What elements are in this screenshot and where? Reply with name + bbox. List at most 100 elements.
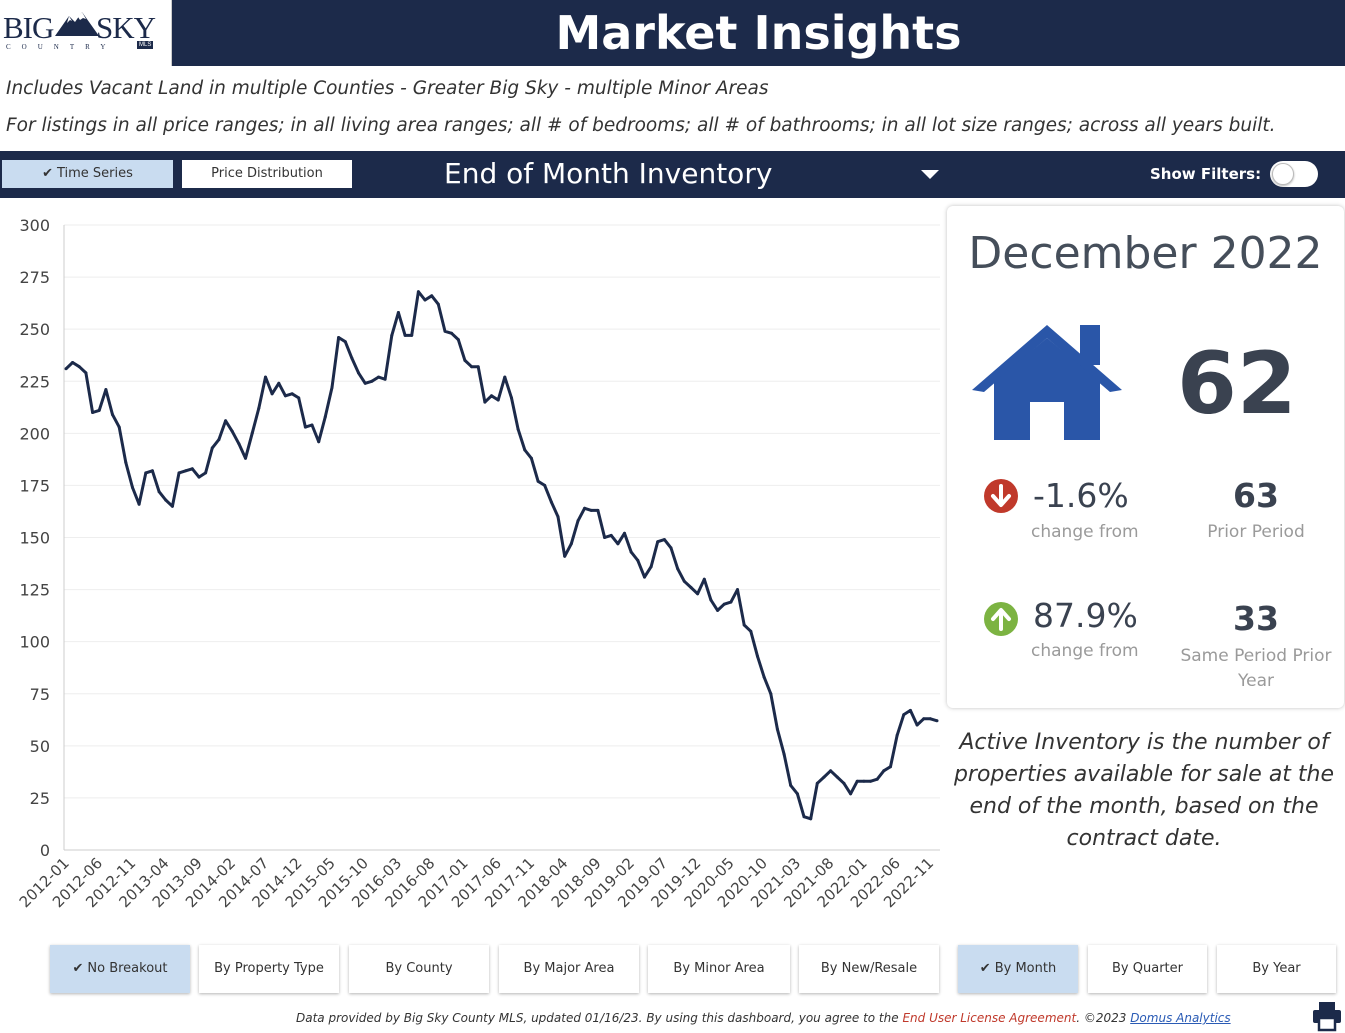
data-point [583,506,587,510]
footer-text-2: . ©2023 [1076,1011,1131,1025]
y-tick-label: 25 [30,789,50,808]
data-point [536,479,540,483]
data-point [649,565,653,569]
data-point [742,623,746,627]
data-point [729,600,733,604]
data-point [829,769,833,773]
data-point [563,554,567,558]
printer-icon[interactable] [1311,1000,1343,1032]
data-point [104,388,108,392]
data-point [815,781,819,785]
data-point [855,779,859,783]
by-minor-area-button[interactable]: By Minor Area [648,945,790,993]
data-point [882,769,886,773]
chevron-down-icon [921,170,939,179]
by-property-type-button[interactable]: By Property Type [199,945,339,993]
data-point [470,365,474,369]
data-point [835,775,839,779]
prior-period-caption: Prior Period [1207,522,1305,542]
data-point [383,377,387,381]
data-point [456,338,460,342]
data-point [476,365,480,369]
y-tick-label: 150 [19,529,50,548]
y-tick-label: 175 [19,476,50,495]
data-point [190,467,194,471]
data-point [842,781,846,785]
data-point [935,719,939,723]
domus-analytics-link[interactable]: Domus Analytics [1130,1011,1231,1025]
data-point [244,456,247,460]
data-point [603,536,607,539]
data-point [317,440,321,444]
data-point [91,411,95,414]
data-point [908,708,912,712]
chart-series [64,290,939,821]
data-point [636,558,640,562]
data-point [682,579,686,583]
data-point [144,471,148,475]
data-point [310,423,314,427]
data-point [510,396,513,400]
time-series-button[interactable]: ✔ Time Series [2,160,173,188]
data-point [237,442,241,446]
y-tick-label: 225 [19,372,50,391]
change-prior-caption: change from [1031,522,1139,542]
data-point [529,456,533,460]
inventory-series-line [64,290,938,821]
data-point [463,358,467,362]
data-point [516,427,520,431]
data-point [795,792,799,796]
prior-period-value: 63 [1233,476,1279,515]
data-point [709,598,713,602]
data-point [656,540,660,544]
change-year-pct: 87.9% [1033,596,1138,635]
metric-dropdown[interactable]: End of Month Inventory [433,151,948,198]
logo-text-big: BIG [3,10,54,45]
data-point [849,792,853,796]
logo-text-mls: MLS [137,41,154,49]
data-point [230,429,234,433]
data-point [71,361,75,364]
data-point [802,815,806,819]
by-quarter-button[interactable]: By Quarter [1088,945,1207,993]
metric-dropdown-label: End of Month Inventory [444,157,773,190]
data-point [716,608,720,612]
data-point [643,575,646,579]
data-point [443,329,447,333]
data-point [436,302,440,306]
by-major-area-button[interactable]: By Major Area [499,945,639,993]
data-point [157,490,161,494]
data-point [330,386,334,389]
change-prior-pct: -1.6% [1033,476,1129,515]
data-point [736,588,739,592]
x-axis: 2012-012012-062012-112013-042013-092014-… [16,849,940,911]
data-point [430,294,434,298]
by-month-label: By Month [994,961,1057,976]
data-point [889,765,892,769]
by-month-button[interactable]: ✔ By Month [958,945,1078,993]
eula-link[interactable]: End User License Agreement [902,1011,1077,1025]
by-county-button[interactable]: By County [349,945,489,993]
data-point [928,717,932,721]
data-point [762,675,766,679]
y-tick-label: 125 [19,581,50,600]
data-point [423,298,427,302]
subtitle-line-1: Includes Vacant Land in multiple Countie… [6,78,769,99]
footer: Data provided by Big Sky County MLS, upd… [296,1011,1231,1025]
data-point [396,311,400,314]
by-year-button[interactable]: By Year [1217,945,1336,993]
mountain-icon [55,12,99,36]
by-new-resale-button[interactable]: By New/Resale [799,945,939,993]
no-breakout-button[interactable]: ✔ No Breakout [50,945,190,993]
data-point [669,546,673,550]
data-point [589,508,593,512]
data-point [862,779,866,783]
data-point [150,469,154,473]
price-distribution-button[interactable]: Price Distribution [182,160,352,188]
data-point [250,431,254,435]
data-point [177,471,181,475]
data-point [616,542,620,546]
show-filters-toggle[interactable] [1270,161,1318,187]
data-point [264,375,267,379]
data-point [84,371,88,375]
